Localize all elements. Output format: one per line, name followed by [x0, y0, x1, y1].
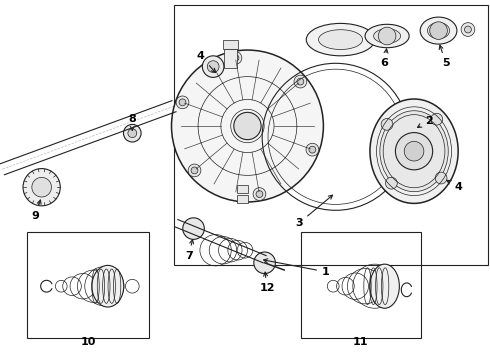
- Ellipse shape: [365, 24, 409, 48]
- Circle shape: [179, 99, 186, 106]
- Text: 7: 7: [185, 240, 194, 261]
- Text: 11: 11: [352, 337, 368, 347]
- Ellipse shape: [420, 17, 457, 44]
- Circle shape: [378, 27, 396, 45]
- Circle shape: [202, 56, 224, 77]
- Ellipse shape: [318, 30, 363, 49]
- Text: 10: 10: [80, 337, 96, 347]
- Circle shape: [176, 96, 189, 109]
- Text: 5: 5: [439, 45, 450, 68]
- Bar: [237, 185, 248, 193]
- Circle shape: [253, 188, 266, 201]
- Bar: [301, 232, 421, 338]
- Ellipse shape: [370, 264, 399, 308]
- Circle shape: [234, 112, 261, 140]
- Circle shape: [306, 143, 319, 156]
- Ellipse shape: [92, 265, 124, 307]
- Ellipse shape: [428, 22, 450, 39]
- Circle shape: [183, 218, 204, 239]
- Text: 3: 3: [295, 195, 333, 228]
- Circle shape: [172, 50, 323, 202]
- Text: 6: 6: [381, 49, 389, 68]
- Circle shape: [309, 146, 316, 153]
- Text: 9: 9: [31, 200, 41, 221]
- Ellipse shape: [306, 23, 375, 56]
- Circle shape: [395, 132, 433, 170]
- Circle shape: [435, 172, 447, 184]
- Bar: [224, 49, 237, 68]
- Circle shape: [123, 124, 141, 142]
- Circle shape: [188, 164, 201, 177]
- Circle shape: [431, 113, 442, 125]
- Text: 8: 8: [128, 114, 136, 130]
- Text: 4: 4: [197, 51, 216, 73]
- Text: 12: 12: [259, 272, 275, 293]
- Bar: [223, 40, 238, 49]
- Circle shape: [430, 22, 447, 40]
- Bar: [237, 195, 248, 203]
- Circle shape: [254, 252, 275, 274]
- Circle shape: [232, 54, 239, 61]
- Bar: [27, 232, 149, 338]
- Circle shape: [207, 61, 219, 72]
- Circle shape: [23, 168, 60, 206]
- Circle shape: [381, 118, 393, 130]
- Circle shape: [404, 141, 424, 161]
- Ellipse shape: [380, 111, 448, 192]
- Bar: [174, 5, 488, 265]
- Circle shape: [386, 177, 397, 189]
- Circle shape: [461, 23, 475, 36]
- Ellipse shape: [370, 99, 458, 203]
- Circle shape: [191, 167, 198, 174]
- Text: 4: 4: [447, 180, 462, 192]
- Circle shape: [32, 177, 51, 197]
- Ellipse shape: [374, 29, 401, 43]
- Text: 1: 1: [264, 259, 330, 277]
- Text: 2: 2: [417, 116, 433, 127]
- Circle shape: [256, 191, 263, 198]
- Circle shape: [294, 75, 307, 88]
- Circle shape: [465, 26, 471, 33]
- Circle shape: [229, 51, 242, 64]
- Circle shape: [297, 78, 304, 85]
- Circle shape: [128, 129, 137, 138]
